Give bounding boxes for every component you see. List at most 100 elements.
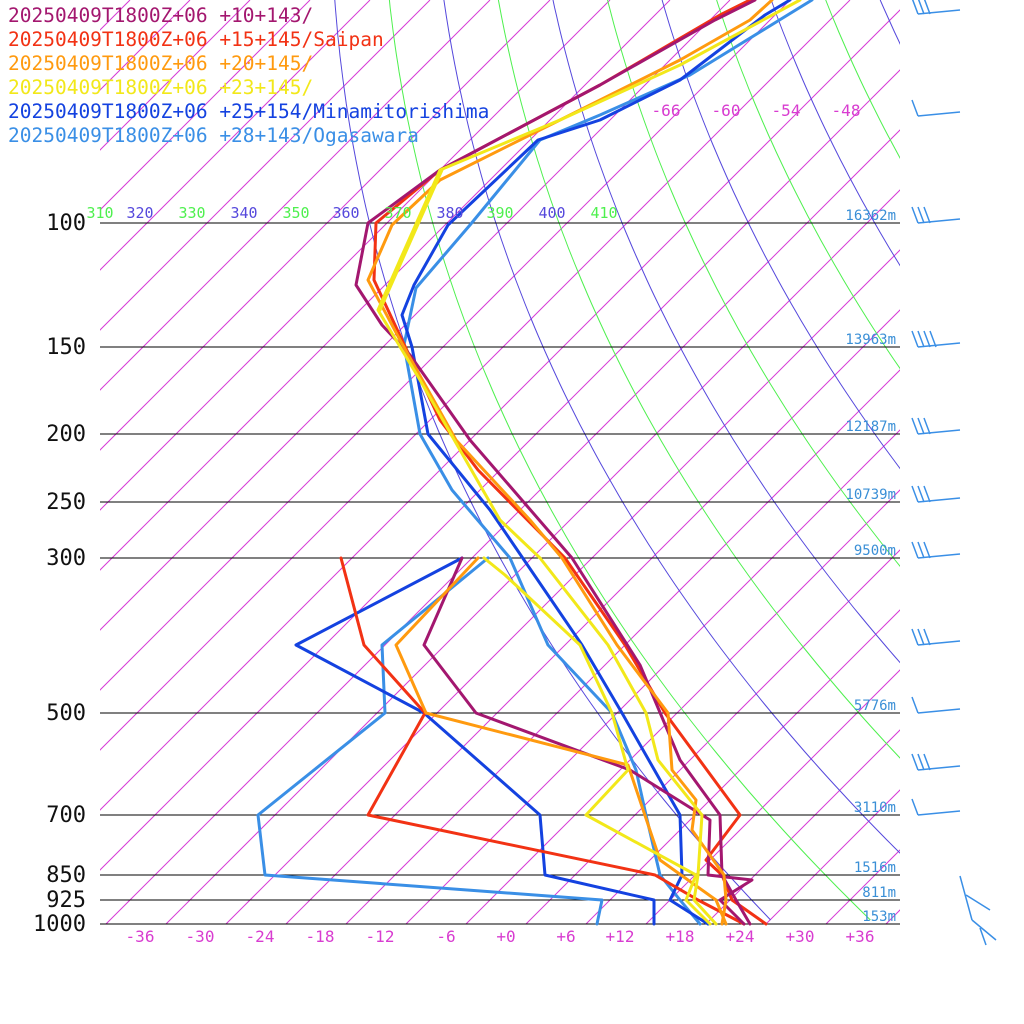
- legend: 20250409T1800Z+06 +10+143/ 20250409T1800…: [8, 4, 489, 147]
- wind-barb-feather: [923, 753, 931, 771]
- isotherm-line: [105, 129, 900, 924]
- wind-barb: [917, 218, 961, 224]
- wind-barb: [917, 497, 961, 503]
- dry-adiabat-line: [879, 0, 900, 45]
- wind-barb: [959, 875, 973, 921]
- dry-adiabat-lines: [334, 0, 1024, 921]
- pressure-label: 925: [46, 888, 86, 913]
- x-tick-label: -18: [306, 927, 335, 946]
- isotherm-label: -48: [832, 101, 861, 120]
- x-tick-label: +6: [556, 927, 575, 946]
- isotherm-line: [100, 0, 671, 571]
- wind-barb: [917, 429, 961, 435]
- wind-barb-feather: [923, 330, 931, 348]
- sounding-line: [294, 556, 656, 926]
- isotherm-line: [225, 249, 900, 924]
- sounding-line: [378, 168, 444, 312]
- theta-label: 320: [126, 204, 153, 222]
- dry-adiabat-line: [935, 0, 1024, 920]
- isotherm-line: [165, 189, 900, 924]
- isotherm-line: [100, 9, 900, 811]
- isotherm-label: -60: [712, 101, 741, 120]
- theta-label: 310: [86, 204, 113, 222]
- sounding-line: [400, 0, 792, 926]
- isotherm-line: [100, 0, 851, 751]
- wind-barb-feather: [917, 753, 925, 771]
- wind-barb: [917, 765, 961, 771]
- isotherm-line: [585, 609, 900, 924]
- x-tick-label: +30: [786, 927, 815, 946]
- dry-adiabat-line: [497, 0, 900, 759]
- theta-label: 400: [538, 204, 565, 222]
- dry-adiabat-line: [388, 0, 871, 921]
- height-label: 16362m: [845, 208, 896, 224]
- isotherm-line: [100, 0, 311, 211]
- pressure-level-lines: [100, 222, 900, 925]
- wind-barb-feather: [979, 927, 987, 946]
- isotherm-line: [100, 0, 791, 691]
- isotherm-line: [100, 0, 371, 271]
- isotherm-line: [405, 429, 900, 924]
- theta-label: 330: [178, 204, 205, 222]
- sounding-line: [354, 0, 757, 926]
- wind-barb: [917, 708, 961, 714]
- isotherm-line: [100, 69, 900, 871]
- wind-barb-feather: [911, 541, 919, 559]
- isotherm-line: [525, 549, 900, 924]
- dry-adiabat-line: [989, 0, 1024, 920]
- legend-entry: 20250409T1800Z+06 +10+143/: [8, 4, 314, 27]
- wind-barb-feather: [923, 628, 931, 646]
- pressure-label: 700: [46, 803, 86, 828]
- theta-label: 410: [590, 204, 617, 222]
- legend-entry: 20250409T1800Z+06 +23+145/: [8, 75, 314, 99]
- wind-barb-feather: [911, 485, 919, 503]
- pressure-label: 150: [46, 335, 86, 360]
- wind-barb: [917, 111, 961, 117]
- wind-barb-feather: [929, 330, 937, 348]
- wind-barb-feather: [923, 0, 931, 15]
- wind-barb-feather: [923, 417, 931, 435]
- theta-label: 340: [230, 204, 257, 222]
- theta-label: 360: [332, 204, 359, 222]
- isotherm-label: -54: [772, 101, 801, 120]
- wind-barb: [917, 553, 961, 559]
- wind-barb-feather: [923, 541, 931, 559]
- dry-adiabat-line: [825, 0, 900, 160]
- dry-adiabat-line: [334, 0, 771, 921]
- height-label: 12187m: [845, 419, 896, 435]
- dry-adiabat-line: [770, 0, 900, 267]
- sounding-line: [422, 556, 754, 926]
- height-label: 3110m: [854, 800, 896, 816]
- isotherm-line: [885, 909, 900, 924]
- theta-label: 350: [282, 204, 309, 222]
- dry-adiabat-line: [607, 0, 900, 567]
- sounding-line: [482, 556, 712, 926]
- wind-barb-feather: [917, 206, 925, 224]
- wind-barb-feather: [923, 206, 931, 224]
- x-tick-label: +0: [496, 927, 515, 946]
- height-label: 1516m: [854, 860, 896, 876]
- dry-adiabat-line: [552, 0, 900, 664]
- wind-barb-feather: [911, 628, 919, 646]
- wind-barb-feather: [911, 798, 919, 816]
- height-label: 13963m: [845, 332, 896, 348]
- x-tick-label: +36: [846, 927, 875, 946]
- legend-entry: 20250409T1800Z+06 +15+145/Saipan: [8, 27, 384, 51]
- wind-barb-feather: [917, 417, 925, 435]
- isotherm-line: [645, 669, 900, 924]
- wind-barb-feather: [917, 485, 925, 503]
- dry-adiabat-line: [661, 0, 900, 470]
- wind-barb-feather: [917, 541, 925, 559]
- dry-adiabat-line: [443, 0, 900, 854]
- wind-barb-feather: [911, 99, 919, 117]
- wind-barb: [917, 810, 961, 816]
- x-tick-label: -36: [126, 927, 155, 946]
- pressure-label: 850: [46, 863, 86, 888]
- wind-barb: [917, 342, 961, 348]
- height-label: 10739m: [845, 487, 896, 503]
- wind-barb-feather: [917, 628, 925, 646]
- wind-barb-feather: [917, 0, 925, 15]
- isotherm-line: [465, 489, 900, 924]
- isotherm-line: [100, 0, 551, 451]
